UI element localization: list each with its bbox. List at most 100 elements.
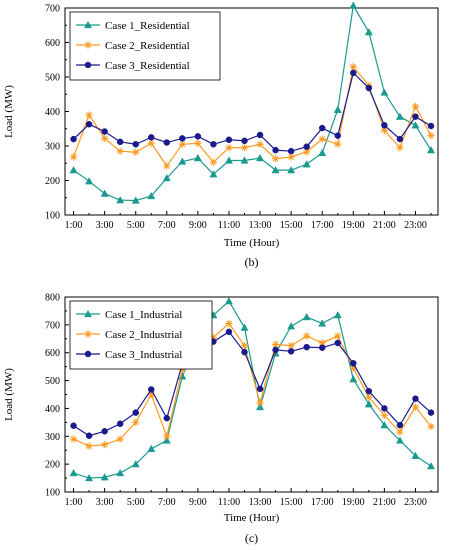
data-point — [85, 177, 94, 185]
series-line — [73, 322, 432, 447]
data-point — [85, 442, 93, 450]
y-tick-label: 300 — [45, 142, 60, 153]
data-point — [209, 158, 218, 166]
data-point — [334, 132, 342, 139]
data-point — [395, 112, 404, 120]
data-point — [132, 409, 139, 416]
y-tick-label: 400 — [45, 107, 60, 118]
data-point — [381, 405, 388, 412]
series-2 — [69, 319, 435, 450]
data-point — [411, 451, 420, 459]
data-point — [131, 196, 140, 204]
data-point — [396, 421, 404, 429]
data-point — [225, 319, 233, 328]
legend-label: Case 1_Industrial — [105, 309, 182, 321]
y-tick-label: 200 — [45, 460, 60, 471]
data-point — [396, 428, 404, 436]
x-tick-label: 19:00 — [342, 220, 365, 231]
chart-panel-2: 100 200 300 400 500 600 700 800 1:00 3:00 5:00 7:00… — [3, 293, 439, 545]
x-tick-label: 3:00 — [96, 220, 114, 231]
data-point — [350, 360, 357, 367]
data-point — [272, 146, 279, 154]
chart-panel-1: 100 200 300 400 500 600 700 1:00 3:00 5:00 7:00 9:0… — [3, 1, 439, 269]
data-point — [194, 133, 202, 140]
data-point — [163, 432, 171, 440]
data-point — [256, 131, 264, 139]
data-point — [396, 144, 404, 152]
data-point — [70, 422, 77, 429]
x-tick-label: 1:00 — [65, 497, 83, 508]
data-point — [287, 166, 296, 174]
series-3 — [70, 69, 435, 155]
data-point — [364, 28, 373, 36]
data-point — [210, 141, 217, 148]
x-tick-label: 11:00 — [218, 220, 240, 231]
data-point — [365, 387, 373, 395]
y-tick-label: 100 — [45, 211, 60, 222]
data-point — [396, 135, 404, 143]
data-point — [334, 140, 342, 148]
data-point — [381, 122, 388, 129]
data-point — [318, 124, 326, 132]
x-tick-label: 23:00 — [404, 497, 427, 508]
data-point — [364, 400, 373, 408]
data-point — [178, 365, 186, 374]
panel-label: (c) — [245, 531, 258, 545]
data-point — [303, 332, 311, 340]
data-point — [380, 126, 388, 135]
x-tick-label: 19:00 — [342, 497, 365, 508]
data-point — [271, 340, 280, 348]
data-point — [427, 122, 435, 130]
data-point — [271, 155, 280, 163]
data-point — [147, 191, 156, 200]
data-point — [70, 135, 77, 143]
series-1 — [69, 1, 436, 204]
data-point — [85, 121, 93, 128]
legend-swatch-marker — [83, 20, 93, 29]
data-point — [240, 342, 249, 350]
data-point — [411, 403, 420, 411]
data-point — [427, 422, 435, 431]
y-tick-label: 700 — [45, 4, 60, 15]
series-line — [72, 65, 432, 168]
y-tick-label: 800 — [45, 293, 60, 304]
data-point — [179, 135, 186, 142]
data-point — [224, 297, 233, 305]
data-point — [240, 144, 249, 152]
data-point — [349, 364, 357, 372]
series-line — [73, 3, 432, 202]
data-point — [426, 146, 436, 154]
data-point — [85, 111, 93, 119]
data-point — [256, 385, 264, 393]
data-point — [395, 436, 404, 444]
data-point — [101, 128, 108, 135]
data-point — [412, 113, 419, 120]
data-point — [225, 328, 233, 336]
x-tick-label: 3:00 — [96, 497, 114, 508]
data-point — [225, 136, 233, 144]
data-point — [302, 160, 311, 168]
x-tick-label: 17:00 — [311, 220, 334, 231]
y-tick-label: 200 — [45, 176, 60, 187]
data-point — [427, 132, 435, 140]
legend-swatch-marker — [83, 309, 93, 318]
data-point — [69, 435, 78, 443]
data-point — [224, 156, 233, 164]
legend-box — [69, 300, 213, 370]
data-point — [148, 386, 155, 393]
data-point — [116, 468, 125, 477]
data-point — [132, 141, 139, 148]
legend-swatch-marker — [84, 330, 92, 338]
legend-label: Case 2_Industrial — [105, 329, 182, 341]
x-tick-label: 5:00 — [127, 497, 145, 508]
data-point — [256, 402, 265, 411]
x-tick-label: 21:00 — [373, 497, 396, 508]
data-point — [132, 148, 140, 156]
x-tick-label: 13:00 — [249, 220, 272, 231]
legend-label: Case 1_Residential — [105, 20, 190, 32]
y-axis-title: Load (MW) — [3, 85, 15, 138]
data-point — [194, 139, 202, 147]
y-tick-label: 500 — [45, 73, 60, 84]
x-axis-title: Time (Hour) — [224, 237, 280, 249]
